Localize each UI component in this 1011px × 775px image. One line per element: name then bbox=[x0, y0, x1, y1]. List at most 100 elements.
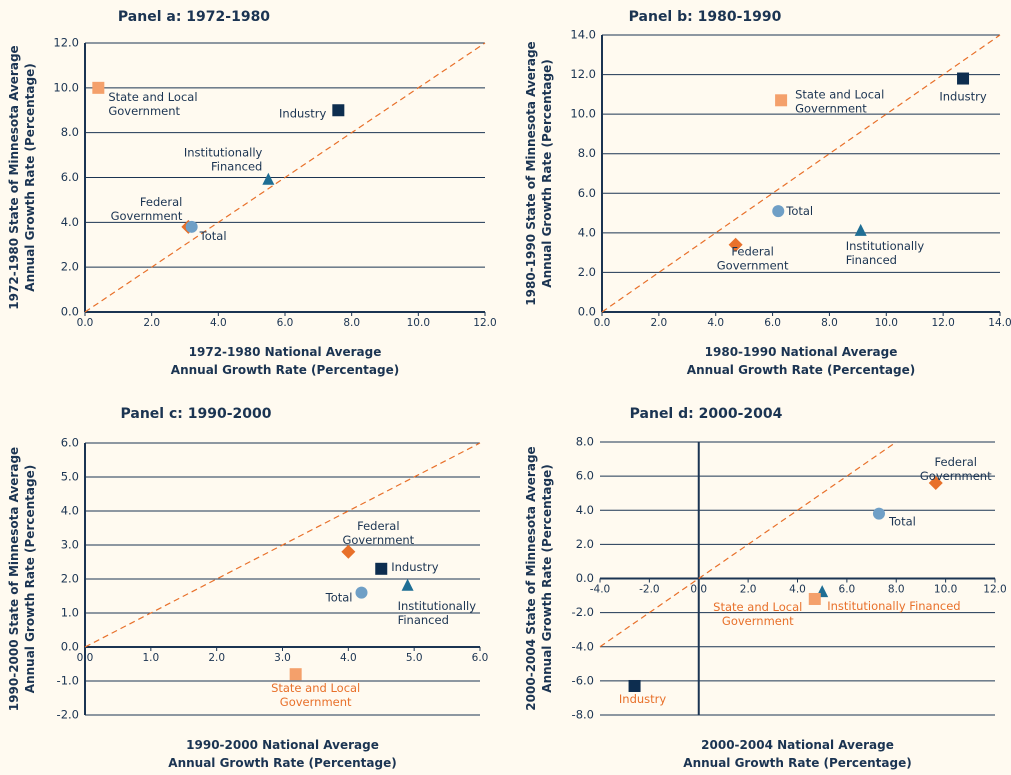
point-label: State and Local Government bbox=[108, 89, 197, 117]
x-tick-label: 4.0 bbox=[707, 317, 724, 329]
reference-line bbox=[599, 441, 897, 648]
y-tick-label: 14.0 bbox=[570, 28, 596, 42]
x-tick-label: 10.0 bbox=[934, 584, 957, 596]
x-tick-label: 0.0 bbox=[77, 317, 94, 329]
x-tick-label: 10.0 bbox=[407, 317, 430, 329]
x-tick-label: 12.0 bbox=[983, 584, 1006, 596]
y-axis-title-text: 1972-1980 State of Minnesota Average Annu… bbox=[7, 45, 37, 309]
y-tick-label: 4.0 bbox=[576, 503, 594, 517]
point bbox=[92, 81, 105, 94]
x-tick-label: 4.0 bbox=[789, 584, 806, 596]
point bbox=[808, 592, 821, 605]
y-tick-label: 0.0 bbox=[61, 640, 79, 654]
point-label: Institutionally Financed bbox=[846, 238, 925, 266]
point bbox=[401, 578, 414, 591]
y-tick-label: 0.0 bbox=[61, 305, 79, 319]
x-tick-label: -2.0 bbox=[639, 584, 660, 596]
y-tick-label: 10.0 bbox=[53, 80, 79, 94]
point bbox=[872, 507, 885, 520]
y-tick-label: 8.0 bbox=[61, 125, 79, 139]
x-tick-label: 2.0 bbox=[740, 584, 757, 596]
y-tick-label: -2.0 bbox=[572, 605, 594, 619]
point-label: Federal Government bbox=[717, 244, 789, 272]
y-tick-label: 10.0 bbox=[570, 107, 596, 121]
panel-title: Panel a: 1972-1980 bbox=[118, 9, 270, 25]
x-tick-label: 6.0 bbox=[764, 317, 781, 329]
y-tick-label: 12.0 bbox=[53, 36, 79, 50]
y-axis-title-text: 1990-2000 State of Minnesota Average Annu… bbox=[7, 447, 37, 711]
y-tick-label: 6.0 bbox=[576, 469, 594, 483]
y-axis-title: 1990-2000 State of Minnesota Average Annu… bbox=[7, 447, 37, 711]
y-tick-label: 6.0 bbox=[61, 170, 79, 184]
y-tick-label: 6.0 bbox=[578, 186, 596, 200]
point-label: Industry bbox=[939, 89, 986, 103]
point bbox=[332, 104, 345, 117]
point-label: Total bbox=[199, 228, 227, 242]
y-tick-label: 0.0 bbox=[576, 571, 594, 585]
panel-title: Panel b: 1980-1990 bbox=[629, 9, 782, 25]
y-axis-title: 1972-1980 State of Minnesota Average Annu… bbox=[7, 45, 37, 309]
x-axis-title: 2000-2004 National Average Annual Growth … bbox=[683, 738, 911, 770]
y-tick-label: 8.0 bbox=[578, 146, 596, 160]
y-tick-label: 4.0 bbox=[61, 215, 79, 229]
x-tick-label: 1.0 bbox=[142, 652, 159, 664]
point-label: Federal Government bbox=[920, 454, 992, 482]
point bbox=[728, 237, 743, 252]
y-axis-title-text: 1980-1990 State of Minnesota Average Annu… bbox=[524, 41, 554, 305]
point-label: Institutionally Financed bbox=[184, 145, 263, 173]
y-tick-label: 0.0 bbox=[578, 305, 596, 319]
point-label: Total bbox=[785, 204, 813, 218]
y-axis-title: 1980-1990 State of Minnesota Average Annu… bbox=[524, 41, 554, 305]
y-axis-title: 2000-2004 State of Minnesota Average Annu… bbox=[524, 446, 554, 710]
x-tick-label: 12.0 bbox=[473, 317, 496, 329]
reference-line bbox=[84, 442, 481, 648]
y-tick-label: 2.0 bbox=[576, 537, 594, 551]
y-tick-label: -2.0 bbox=[57, 708, 79, 722]
reference-line bbox=[601, 34, 1001, 313]
y-tick-label: 2.0 bbox=[61, 572, 79, 586]
point bbox=[341, 544, 356, 559]
point bbox=[185, 220, 198, 233]
y-tick-label: -6.0 bbox=[572, 673, 594, 687]
y-tick-label: 4.0 bbox=[61, 504, 79, 518]
x-tick-label: 6.0 bbox=[472, 652, 489, 664]
x-tick-label: 10.0 bbox=[875, 317, 898, 329]
point-label: State and Local Government bbox=[795, 87, 884, 115]
panel-title: Panel c: 1990-2000 bbox=[121, 406, 272, 422]
point-label: Total bbox=[888, 514, 916, 528]
x-tick-label: 2.0 bbox=[143, 317, 160, 329]
point bbox=[854, 223, 867, 236]
y-tick-label: 2.0 bbox=[61, 260, 79, 274]
x-tick-label: 5.0 bbox=[406, 652, 423, 664]
point-label: Industry bbox=[391, 559, 438, 573]
point bbox=[289, 668, 302, 681]
y-tick-label: 5.0 bbox=[61, 470, 79, 484]
point bbox=[628, 679, 641, 692]
x-tick-label: 8.0 bbox=[888, 584, 905, 596]
x-tick-label: 2.0 bbox=[208, 652, 225, 664]
y-tick-label: 6.0 bbox=[61, 436, 79, 450]
point bbox=[262, 172, 275, 185]
x-tick-label: 8.0 bbox=[343, 317, 360, 329]
y-tick-label: -1.0 bbox=[57, 674, 79, 688]
x-tick-label: 0.0 bbox=[594, 317, 611, 329]
x-tick-label: 12.0 bbox=[931, 317, 954, 329]
point-label: State and Local Government bbox=[271, 681, 360, 709]
y-tick-label: -4.0 bbox=[572, 639, 594, 653]
y-tick-label: 2.0 bbox=[578, 265, 596, 279]
y-tick-label: 4.0 bbox=[578, 225, 596, 239]
point bbox=[775, 94, 788, 107]
point bbox=[375, 562, 388, 575]
point-label: Industry bbox=[619, 691, 666, 705]
panel-title: Panel d: 2000-2004 bbox=[630, 406, 783, 422]
x-axis-title: 1972-1980 National Average Annual Growth … bbox=[171, 345, 399, 377]
point bbox=[772, 205, 785, 218]
y-tick-label: 8.0 bbox=[576, 435, 594, 449]
point-label: State and Local Government bbox=[713, 599, 802, 627]
x-tick-label: 8.0 bbox=[821, 317, 838, 329]
x-axis-title: 1990-2000 National Average Annual Growth … bbox=[168, 738, 396, 770]
point-label: Federal Government bbox=[111, 194, 183, 222]
y-tick-label: -8.0 bbox=[572, 708, 594, 722]
point-label: Industry bbox=[279, 106, 326, 120]
